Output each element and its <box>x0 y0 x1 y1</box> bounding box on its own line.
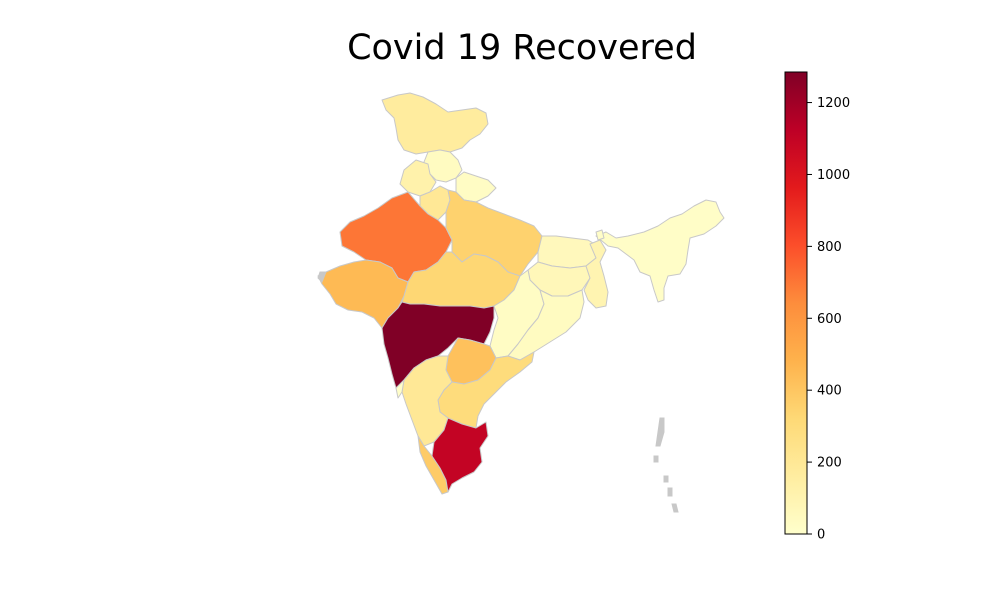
colorbar <box>784 71 808 535</box>
region-west-bengal <box>583 239 609 309</box>
region-punjab <box>399 159 437 197</box>
map-title: Covid 19 Recovered <box>347 28 697 68</box>
colorbar-tick-label: 0 <box>817 528 825 543</box>
colorbar-tick-label: 200 <box>817 456 842 471</box>
region-jammu-kashmir <box>381 92 489 155</box>
region-sikkim <box>595 229 605 241</box>
colorbar-tick-label: 400 <box>817 384 842 399</box>
region-tamil-nadu <box>431 417 489 493</box>
region-goa <box>395 379 405 399</box>
andaman-nicobar-islands <box>317 271 679 513</box>
region-odisha <box>507 289 585 361</box>
region-northeast <box>595 199 725 303</box>
colorbar-ticks: 0 200 400 600 800 1000 1200 <box>807 96 850 543</box>
colorbar-tick-label: 600 <box>817 312 842 327</box>
colorbar-tick-label: 1200 <box>817 96 850 111</box>
colorbar-tick-label: 1000 <box>817 168 850 183</box>
region-karnataka <box>401 355 453 447</box>
colorbar-tick-label: 800 <box>817 240 842 255</box>
